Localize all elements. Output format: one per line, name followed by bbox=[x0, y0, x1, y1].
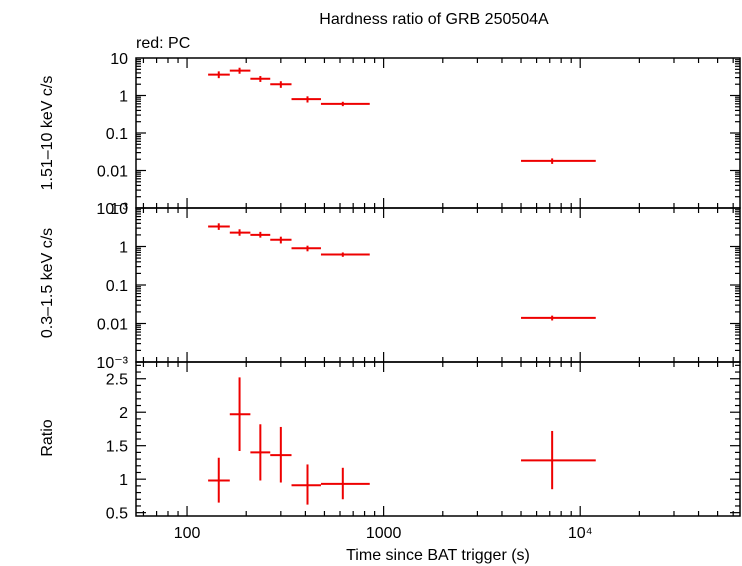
panel-middle-soft-band: 10 1 0.1 0.01 10⁻³ bbox=[96, 201, 741, 372]
x-axis-label: Time since BAT trigger (s) bbox=[346, 547, 530, 564]
y-tick-label: 2 bbox=[119, 405, 128, 422]
data-point bbox=[229, 229, 251, 236]
chart-title: Hardness ratio of GRB 250504A bbox=[319, 11, 549, 28]
data-point bbox=[229, 377, 251, 452]
x-tick-label: 100 bbox=[174, 525, 201, 542]
y-tick-label: 0.01 bbox=[97, 164, 128, 181]
ylabel-middle: 0.3–1.5 keV c/s bbox=[39, 228, 56, 338]
y-tick-label: 10⁻³ bbox=[96, 201, 128, 218]
data-point bbox=[320, 252, 370, 257]
data-point bbox=[208, 457, 230, 503]
data-point bbox=[291, 96, 321, 103]
data-point bbox=[291, 464, 321, 505]
data-point bbox=[208, 223, 230, 230]
data-point bbox=[229, 67, 251, 74]
ylabel-bottom: Ratio bbox=[39, 419, 56, 456]
plot-frame bbox=[135, 207, 741, 363]
y-tick-label: 1.5 bbox=[106, 439, 128, 456]
y-tick-label: 0.1 bbox=[106, 278, 128, 295]
data-point bbox=[270, 81, 292, 88]
data-point bbox=[270, 236, 292, 244]
y-tick-label: 2.5 bbox=[106, 372, 128, 389]
ylabel-top: 1.51–10 keV c/s bbox=[39, 76, 56, 191]
plot-frame bbox=[135, 361, 741, 517]
x-tick-label: 10⁴ bbox=[568, 525, 593, 542]
data-point bbox=[320, 467, 370, 500]
data-point bbox=[208, 71, 230, 79]
y-tick-label: 10 bbox=[110, 51, 128, 68]
chart-subtitle: red: PC bbox=[136, 35, 190, 52]
panel-top-hard-band: 10 1 0.1 0.01 10⁻³ bbox=[96, 51, 741, 218]
panel-bottom-ratio: 0.5 1 1.5 2 2.5 100 1000 10⁴ bbox=[106, 361, 741, 542]
data-point bbox=[521, 158, 596, 164]
data-point bbox=[250, 231, 271, 238]
y-tick-label: 1 bbox=[119, 89, 128, 106]
data-point bbox=[521, 430, 596, 490]
data-point bbox=[320, 101, 370, 107]
x-tick-label: 1000 bbox=[366, 525, 402, 542]
data-point bbox=[291, 245, 321, 252]
y-tick-label: 1 bbox=[119, 472, 128, 489]
data-point bbox=[250, 424, 271, 481]
y-tick-label: 10⁻³ bbox=[96, 355, 128, 372]
data-point bbox=[270, 426, 292, 483]
data-point bbox=[521, 315, 596, 321]
plot-frame bbox=[135, 57, 741, 209]
y-tick-label: 0.1 bbox=[106, 126, 128, 143]
data-point bbox=[250, 76, 271, 82]
y-tick-label: 0.01 bbox=[97, 317, 128, 334]
y-tick-label: 1 bbox=[119, 240, 128, 257]
y-tick-label: 10 bbox=[110, 201, 128, 218]
y-tick-label: 0.5 bbox=[106, 506, 128, 523]
